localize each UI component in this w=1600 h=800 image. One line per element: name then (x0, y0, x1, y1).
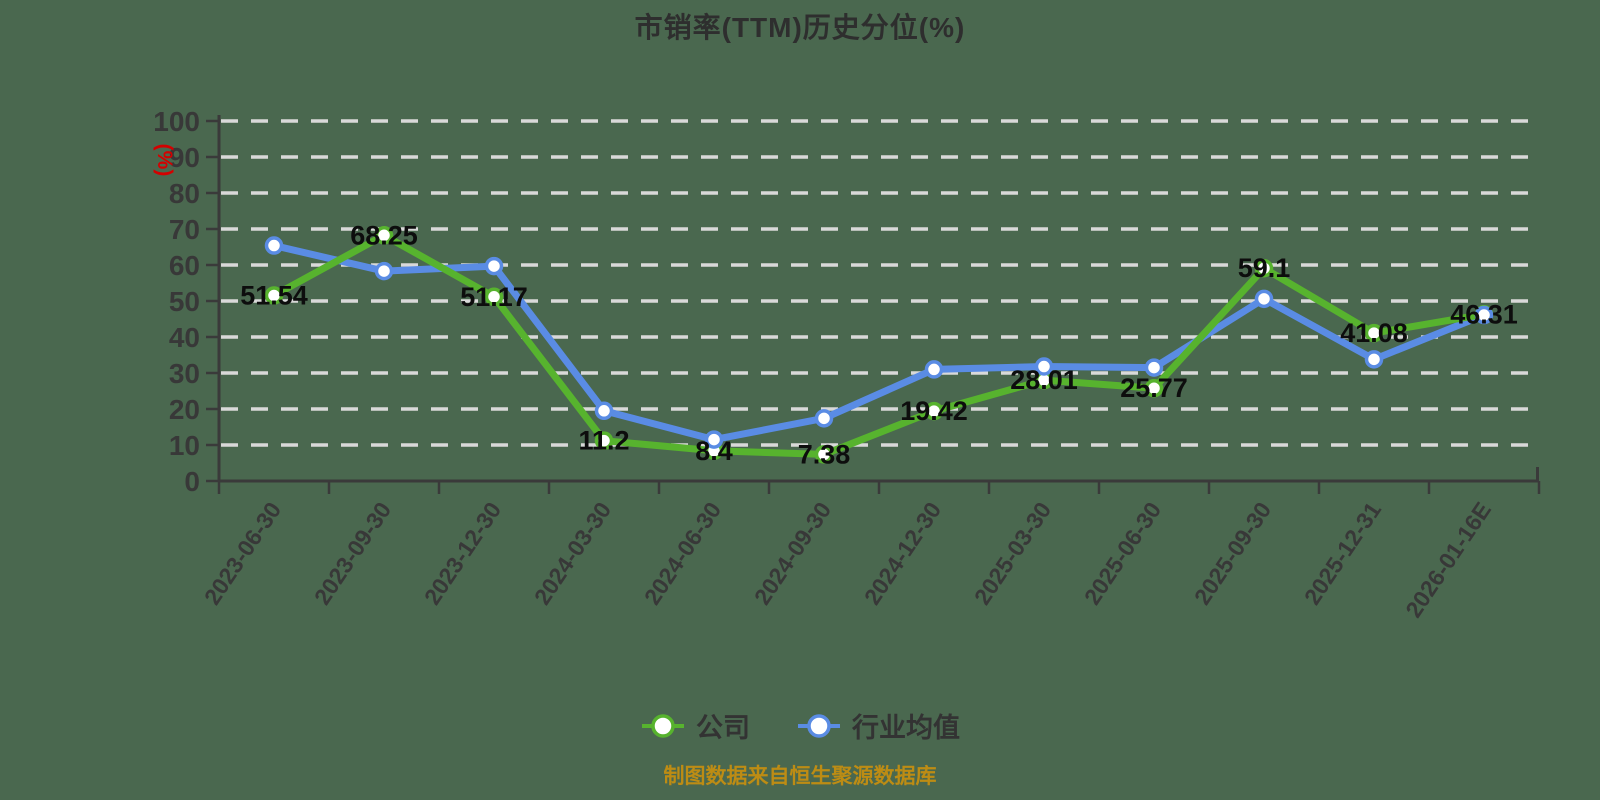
data-point-industry[interactable] (374, 261, 394, 281)
x-axis: 2023-06-30 2023-09-30 2023-12-30 2024-03-30… (199, 467, 1541, 622)
data-point-company[interactable] (374, 226, 394, 245)
series-markers (264, 226, 1494, 464)
data-point-industry[interactable] (594, 401, 614, 421)
y-tick-label: 70 (169, 214, 200, 245)
data-point-company[interactable] (1254, 258, 1274, 278)
legend-item-industry-avg[interactable]: 行业均值 (796, 706, 960, 745)
y-tick-label: 80 (169, 178, 200, 209)
legend: 公司 行业均值 (0, 706, 1600, 745)
data-point-industry[interactable] (264, 236, 284, 255)
data-point-industry[interactable] (1364, 350, 1384, 369)
data-point-company[interactable] (594, 431, 614, 450)
data-point-company[interactable] (814, 445, 834, 464)
x-tick-label: 2024-12-30 (859, 497, 946, 609)
data-point-industry[interactable] (814, 409, 834, 428)
data-point-company[interactable] (484, 287, 504, 307)
data-point-industry[interactable] (1254, 289, 1274, 309)
data-point-company[interactable] (1144, 378, 1164, 398)
point-value-label: 8.4 (695, 436, 733, 466)
data-point-industry[interactable] (924, 360, 944, 379)
point-value-label: 41.08 (1340, 318, 1408, 348)
data-labels: 51.54 68.25 51.17 11.2 8.4 7.38 19.42 28.01 25.7… (240, 220, 1518, 469)
data-point-company[interactable] (264, 286, 284, 305)
x-tick-label: 2023-12-30 (419, 497, 506, 609)
y-tick-label: 0 (184, 466, 200, 497)
industry-avg-line (270, 242, 1488, 444)
company-line-marker-icon (642, 713, 684, 738)
x-tick-label: 2023-06-30 (199, 497, 286, 609)
legend-item-company[interactable]: 公司 (640, 706, 750, 745)
point-value-label: 51.54 (240, 280, 308, 310)
y-tick-label: 60 (169, 250, 200, 281)
data-point-industry[interactable] (1034, 357, 1054, 376)
point-value-label: 11.2 (578, 426, 629, 456)
x-tick-label: 2024-03-30 (529, 497, 616, 609)
data-point-industry[interactable] (1144, 358, 1164, 377)
x-tick-label: 2025-06-30 (1079, 497, 1166, 609)
data-point-industry[interactable] (704, 430, 724, 449)
y-tick-label: 100 (153, 106, 200, 137)
point-value-label: 59.1 (1238, 253, 1291, 283)
company-line (270, 231, 1488, 458)
point-value-label: 25.77 (1120, 373, 1188, 403)
y-tick-label: 10 (169, 430, 200, 461)
point-value-label: 19.42 (900, 396, 968, 426)
y-tick-label: 90 (169, 142, 200, 173)
data-point-company[interactable] (924, 401, 944, 421)
y-axis: 0 10 20 30 40 50 60 70 80 90 100 (%) (153, 106, 221, 497)
y-tick-label: 40 (169, 322, 200, 353)
x-tick-label: 2023-09-30 (309, 497, 396, 609)
point-value-label: 7.38 (798, 439, 851, 469)
x-tick-label: 2025-12-31 (1299, 497, 1386, 609)
y-tick-label: 50 (169, 286, 200, 317)
point-value-label: 68.25 (350, 220, 418, 250)
data-point-industry[interactable] (484, 256, 504, 276)
industry-line-marker-icon (798, 713, 840, 738)
point-value-label: 51.17 (460, 282, 528, 312)
x-tick-label: 2026-01-16E (1400, 497, 1496, 622)
series-lines (270, 231, 1488, 458)
y-tick-label: 30 (169, 358, 200, 389)
x-tick-label: 2024-09-30 (749, 497, 836, 609)
data-point-industry[interactable] (1474, 305, 1494, 325)
point-value-label: 28.01 (1010, 365, 1078, 395)
chart-title: 市销率(TTM)历史分位(%) (634, 12, 966, 43)
point-value-label: 46.31 (1450, 299, 1518, 329)
legend-label-company: 公司 (696, 713, 750, 743)
data-point-company[interactable] (1364, 323, 1384, 343)
data-source-note: 制图数据来自恒生聚源数据库 (663, 765, 937, 788)
y-tick-label: 20 (169, 394, 200, 425)
x-tick-label: 2024-06-30 (639, 497, 726, 609)
y-axis-name: (%) (153, 144, 176, 177)
x-tick-label: 2025-03-30 (969, 497, 1056, 609)
legend-label-industry-avg: 行业均值 (852, 713, 960, 743)
x-tick-label: 2025-09-30 (1189, 497, 1276, 609)
